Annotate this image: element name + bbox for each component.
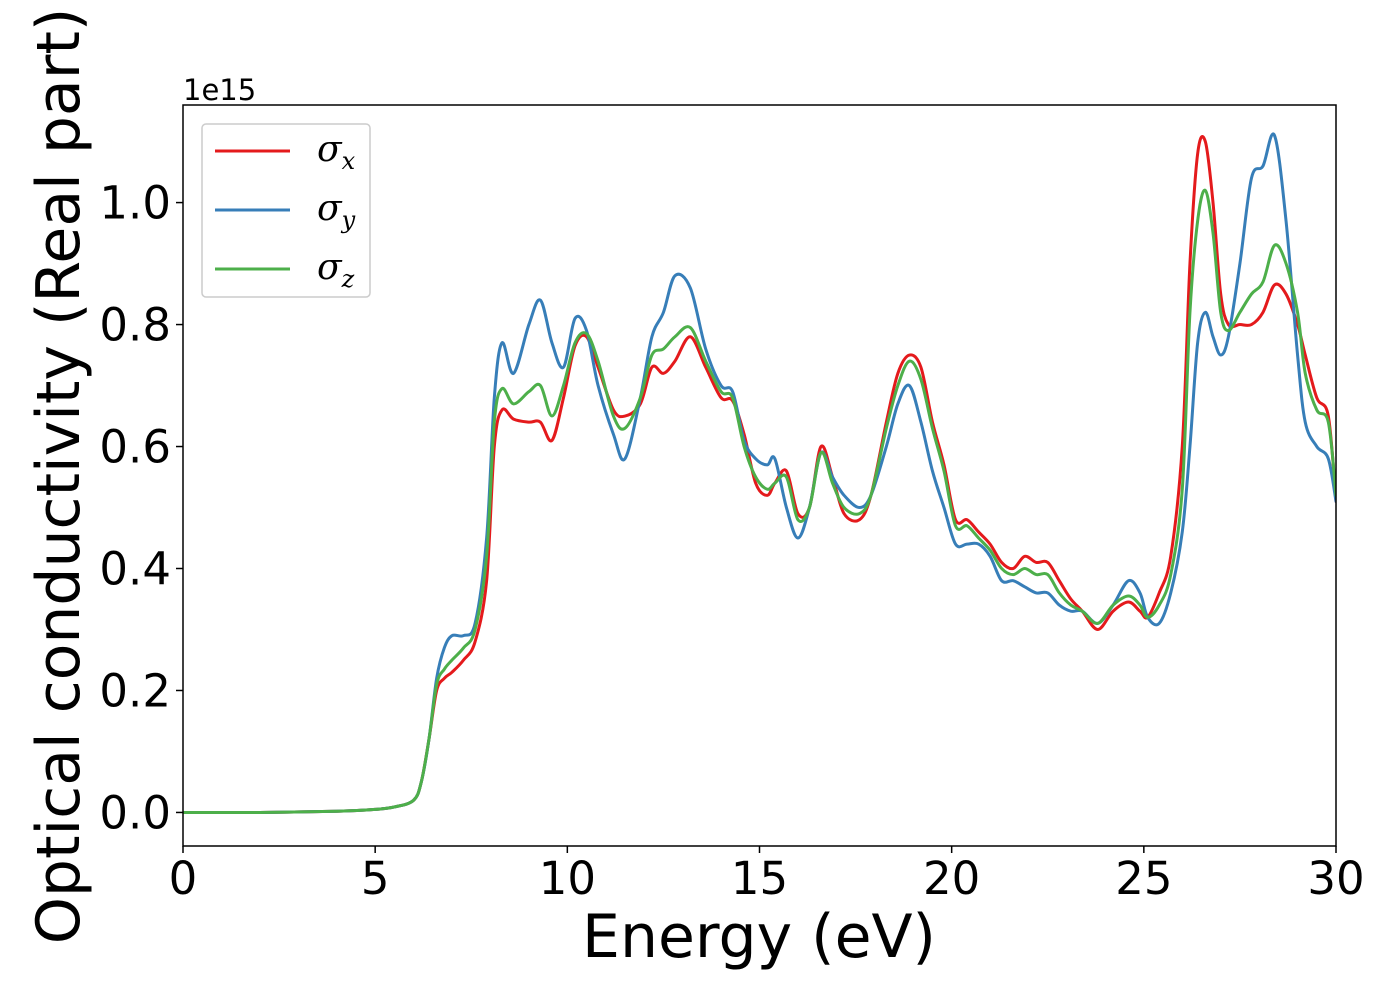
x-tick-label: 30: [1307, 852, 1364, 905]
x-axis: 0 5 10 15 20 25 30: [169, 846, 1365, 905]
y-axis: 0.0 0.2 0.4 0.6 0.8 1.0: [99, 177, 183, 839]
y-tick-label: 0.2: [99, 664, 171, 717]
y-tick-label: 0.6: [99, 421, 171, 474]
y-tick-label: 1.0: [99, 177, 171, 230]
series-line-x: [183, 135, 1336, 815]
x-tick-label: 20: [923, 852, 980, 905]
x-tick-label: 25: [1115, 852, 1172, 905]
legend: σx σy σz: [201, 123, 371, 298]
series-line-y: [183, 132, 1336, 815]
x-tick-label: 10: [539, 852, 596, 905]
series-line-z: [183, 188, 1336, 815]
y-axis-title: Optical conductivity (Real part): [24, 8, 94, 945]
x-tick-label: 15: [731, 852, 788, 905]
y-tick-label: 0.4: [99, 543, 171, 596]
legend-label-y: σy: [317, 188, 356, 234]
series-layer: [183, 132, 1336, 815]
y-tick-label: 0.8: [99, 299, 171, 352]
x-tick-label: 5: [361, 852, 390, 905]
legend-label-x: σx: [317, 129, 356, 175]
legend-label-z: σz: [317, 247, 355, 293]
y-offset-label: 1e15: [183, 73, 256, 107]
y-tick-label: 0.0: [99, 786, 171, 839]
x-tick-label: 0: [169, 852, 198, 905]
x-axis-title: Energy (eV): [582, 902, 936, 972]
